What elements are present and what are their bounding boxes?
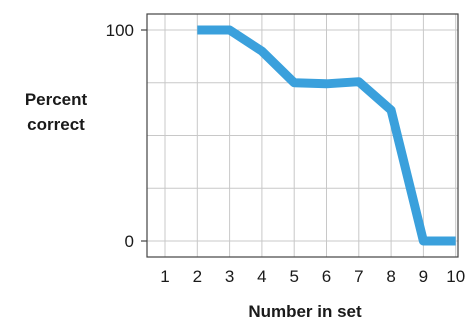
x-tick-label: 4 <box>257 267 266 286</box>
plot-border <box>146 13 459 258</box>
x-tick-label: 3 <box>225 267 234 286</box>
x-tick-label: 7 <box>354 267 363 286</box>
y-tick-labels: 100 0 <box>106 21 134 251</box>
y-tick-label: 0 <box>125 232 134 251</box>
x-tick-label: 5 <box>289 267 298 286</box>
x-axis-title: Number in set <box>248 302 362 321</box>
plot-frame <box>141 13 459 258</box>
x-tick-label: 2 <box>193 267 202 286</box>
y-axis-title-line: correct <box>27 115 85 134</box>
x-tick-label: 9 <box>419 267 428 286</box>
x-tick-labels: 1 2 3 4 5 6 7 8 9 10 <box>160 267 465 286</box>
x-tick-label: 1 <box>160 267 169 286</box>
x-tick-label: 8 <box>386 267 395 286</box>
y-axis-title-line: Percent <box>25 90 88 109</box>
x-tick-label: 10 <box>446 267 465 286</box>
x-tick-label: 6 <box>322 267 331 286</box>
grid <box>147 14 458 257</box>
series-layer <box>197 25 456 246</box>
y-axis-title: Percent correct <box>25 90 88 134</box>
y-tick-label: 100 <box>106 21 134 40</box>
